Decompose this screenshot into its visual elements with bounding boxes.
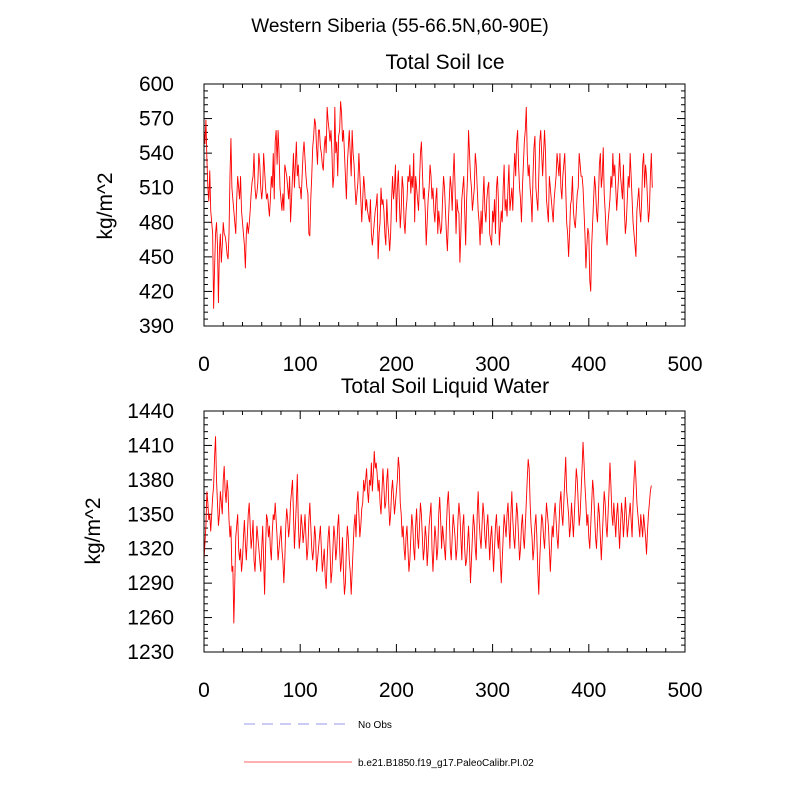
tick-labels: 0 100 200 300 400 500 390 420 450 480 510 540 570 600 bbox=[139, 73, 703, 376]
y-axis-label: kg/m^2 bbox=[94, 172, 117, 239]
x-tick-label: 300 bbox=[475, 679, 510, 702]
plot-frame bbox=[203, 83, 686, 327]
y-tick-label: 390 bbox=[139, 315, 174, 338]
x-tick-label: 200 bbox=[379, 353, 414, 376]
panel-total-soil-ice: Total Soil Ice kg/m^2 0 100 200 300 400 500 39… bbox=[94, 51, 703, 376]
y-tick-label: 480 bbox=[139, 211, 174, 234]
x-tick-label: 400 bbox=[571, 679, 606, 702]
y-tick-label: 1230 bbox=[127, 641, 174, 664]
figure-title: Western Siberia (55-66.5N,60-90E) bbox=[251, 16, 548, 37]
x-tick-label: 0 bbox=[198, 679, 210, 702]
y-tick-label: 1410 bbox=[127, 434, 174, 457]
y-tick-label: 510 bbox=[139, 177, 174, 200]
x-tick-label: 0 bbox=[198, 353, 210, 376]
legend-item-model-run: b.e21.B1850.f19_g17.PaleoCalibr.PI.02 bbox=[244, 758, 534, 769]
legend-label: No Obs bbox=[358, 720, 392, 731]
y-axis-label: kg/m^2 bbox=[82, 497, 105, 564]
legend-label: b.e21.B1850.f19_g17.PaleoCalibr.PI.02 bbox=[358, 758, 534, 769]
x-tick-label: 100 bbox=[283, 353, 318, 376]
y-tick-label: 1380 bbox=[127, 469, 174, 492]
plot-frame bbox=[203, 410, 686, 653]
y-tick-label: 420 bbox=[139, 280, 174, 303]
x-tick-label: 400 bbox=[571, 353, 606, 376]
legend-item-no-obs: No Obs bbox=[244, 720, 392, 731]
panel-title: Total Soil Liquid Water bbox=[341, 375, 549, 398]
panel-total-soil-liquid-water: Total Soil Liquid Water kg/m^2 0 100 200 30… bbox=[82, 375, 703, 702]
y-tick-label: 1290 bbox=[127, 572, 174, 595]
y-tick-label: 450 bbox=[139, 246, 174, 269]
series-line bbox=[203, 101, 653, 309]
legend: No Obs b.e21.B1850.f19_g17.PaleoCalibr.P… bbox=[244, 720, 534, 769]
axis-ticks bbox=[203, 410, 686, 653]
x-tick-label: 200 bbox=[379, 679, 414, 702]
tick-labels: 0 100 200 300 400 500 1230 1260 1290 1320 1350 1380… bbox=[127, 400, 702, 702]
x-tick-label: 300 bbox=[475, 353, 510, 376]
y-tick-label: 1320 bbox=[127, 538, 174, 561]
x-tick-label: 100 bbox=[283, 679, 318, 702]
y-tick-label: 1260 bbox=[127, 607, 174, 630]
series-line bbox=[203, 436, 652, 624]
y-tick-label: 570 bbox=[139, 108, 174, 131]
y-tick-label: 600 bbox=[139, 73, 174, 96]
y-tick-label: 1350 bbox=[127, 503, 174, 526]
panel-title: Total Soil Ice bbox=[385, 51, 504, 74]
y-tick-label: 540 bbox=[139, 142, 174, 165]
x-tick-label: 500 bbox=[667, 679, 702, 702]
x-tick-label: 500 bbox=[667, 353, 702, 376]
axis-ticks bbox=[203, 83, 686, 327]
y-tick-label: 1440 bbox=[127, 400, 174, 423]
